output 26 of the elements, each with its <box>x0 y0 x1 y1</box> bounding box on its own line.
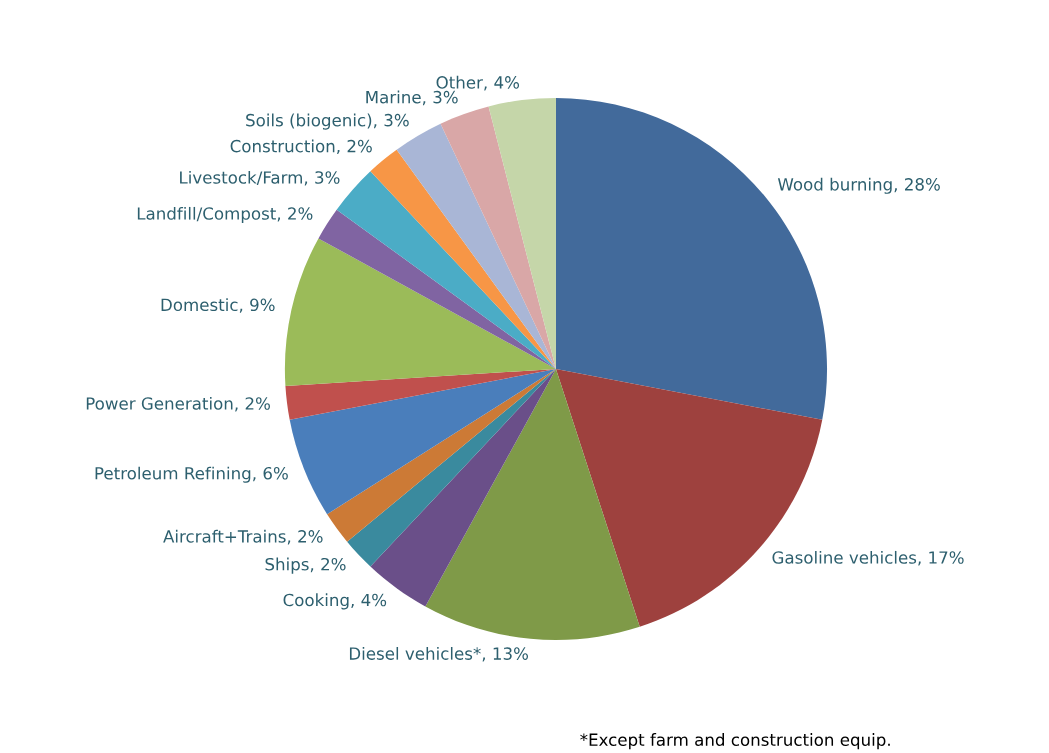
pie-slice <box>425 368 640 641</box>
pie-slice <box>284 238 556 386</box>
slice-label: Construction, 2% <box>230 139 372 155</box>
slice-label: Soils (biogenic), 3% <box>246 113 409 130</box>
slice-label: Aircraft+Trains, 2% <box>163 529 323 545</box>
slice-label: Other, 4% <box>436 75 520 91</box>
slice-label: Marine, 3% <box>366 90 458 106</box>
slice-label: Petroleum Refining, 6% <box>95 466 288 483</box>
slice-label: Power Generation, 2% <box>86 396 270 412</box>
pie-slice <box>488 97 556 369</box>
pie-slice <box>318 209 556 369</box>
pie-slice <box>555 97 828 420</box>
slice-label: Gasoline vehicles, 17% <box>772 550 964 566</box>
pie-slice <box>289 368 556 515</box>
pie-slice <box>327 368 556 542</box>
pie-slice <box>285 368 556 420</box>
slice-label: Diesel vehicles*, 13% <box>349 646 529 662</box>
slice-label: Domestic, 9% <box>161 298 275 313</box>
slice-label: Livestock/Farm, 3% <box>180 170 340 186</box>
pie-slice <box>440 106 556 369</box>
slice-label: Wood burning, 28% <box>777 177 940 194</box>
text: *Except farm and construction equip. <box>580 733 890 750</box>
pie-slice <box>347 368 556 567</box>
slice-label: Landfill/Compost, 2% <box>137 206 313 224</box>
slice-label: Ships, 2% <box>265 557 346 574</box>
slice-label: Cooking, 4% <box>283 593 387 610</box>
